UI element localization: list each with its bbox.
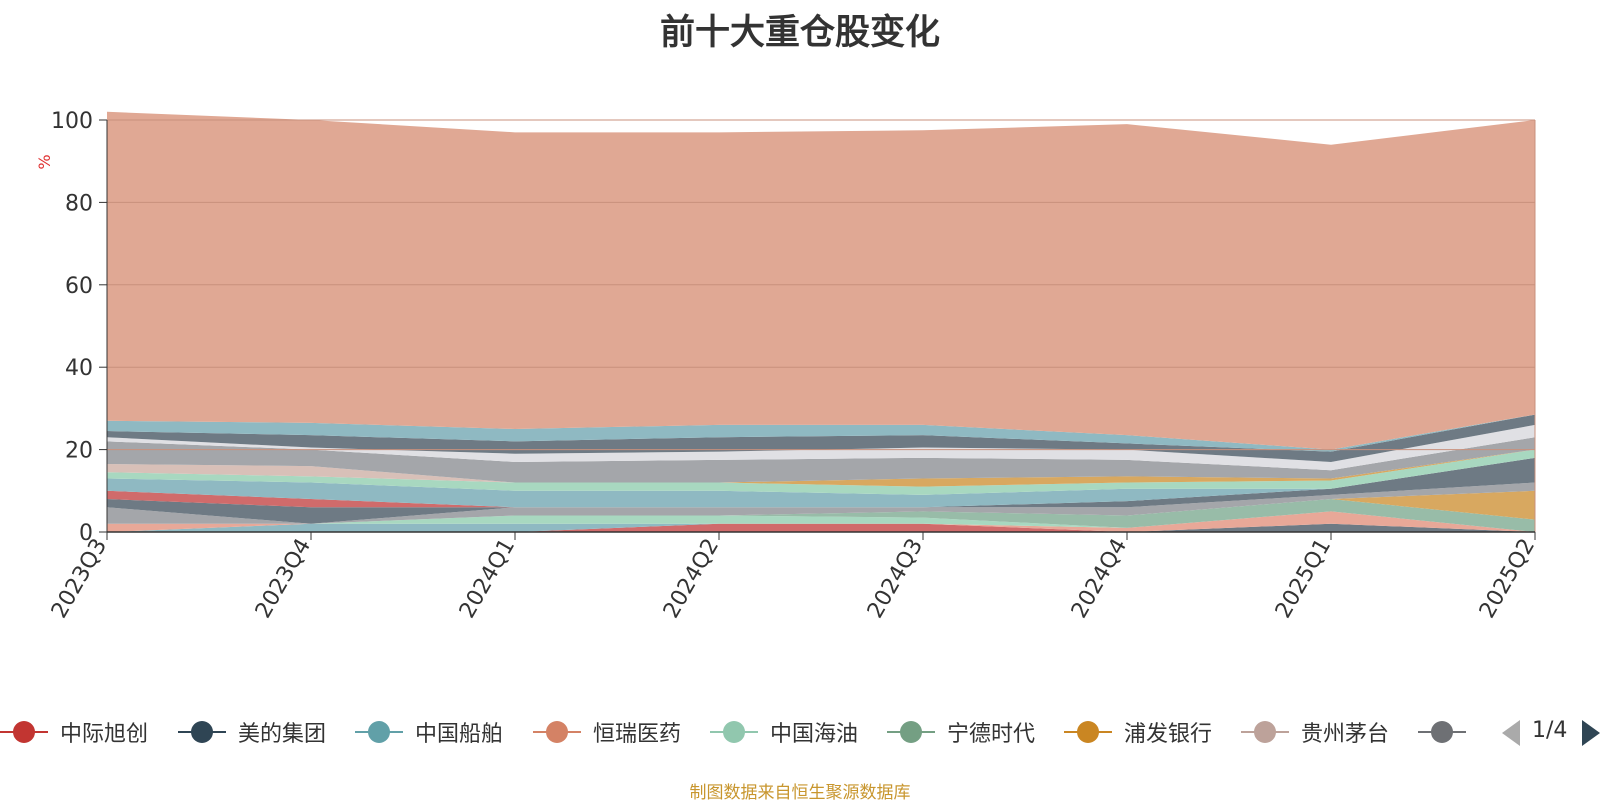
legend-marker-icon <box>1064 712 1112 752</box>
legend-item-2[interactable]: 中国船舶 <box>355 712 503 752</box>
area-series-3 <box>107 511 1535 532</box>
area-series-15 <box>107 437 1535 483</box>
legend-marker-icon <box>178 712 226 752</box>
legend-next-page-icon[interactable] <box>1582 720 1600 746</box>
areas-layer <box>107 111 1535 532</box>
legend-marker-icon <box>1241 712 1289 752</box>
legend-marker-icon <box>355 712 403 752</box>
area-series-2 <box>107 523 1535 532</box>
area-series-19 <box>107 111 1535 450</box>
legend-items: 中际旭创 美的集团 中国船舶 恒瑞医药 中国海油 宁德时代 浦发银行 贵州茅台 士 <box>0 712 1470 752</box>
y-axis-label: % <box>35 154 54 169</box>
x-tick-label-7: 2025Q2 <box>1475 535 1540 623</box>
legend-item-8[interactable]: 士 <box>1418 712 1470 752</box>
legend-marker-icon <box>0 712 48 752</box>
y-tick-label-5: 100 <box>51 109 93 134</box>
legend-label: 美的集团 <box>238 722 327 747</box>
x-tick-label-4: 2024Q3 <box>863 535 928 623</box>
legend-item-5[interactable]: 宁德时代 <box>887 712 1035 752</box>
legend-label: 浦发银行 <box>1124 722 1213 747</box>
area-series-8 <box>107 482 1535 524</box>
area-series-18 <box>107 414 1535 452</box>
area-series-5 <box>107 499 1535 532</box>
area-series-11 <box>107 457 1535 508</box>
y-tick-label-0: 0 <box>79 521 93 546</box>
area-series-10 <box>107 457 1535 508</box>
legend-label: 中国船舶 <box>415 722 504 747</box>
grid-layer <box>107 119 1536 532</box>
source-note: 制图数据来自恒生聚源数据库 <box>689 783 911 803</box>
chart-title: 前十大重仓股变化 <box>659 13 940 53</box>
area-series-12 <box>107 449 1535 495</box>
x-tick-label-2: 2024Q1 <box>455 535 520 623</box>
legend-item-7[interactable]: 贵州茅台 <box>1241 712 1389 752</box>
area-series-17 <box>107 414 1535 462</box>
legend-page-indicator: 1/4 <box>1532 718 1568 743</box>
legend: 中际旭创 美的集团 中国船舶 恒瑞医药 中国海油 宁德时代 浦发银行 贵州茅台 士 1/4 <box>0 712 1600 752</box>
legend-label: 中际旭创 <box>60 722 149 747</box>
chart-plot: 0 20 40 60 80 100 2023Q3 2023Q4 2024Q1 2024Q2 2024… <box>35 109 1540 623</box>
legend-marker-icon <box>1418 712 1466 752</box>
legend-marker-icon <box>710 712 758 752</box>
legend-item-1[interactable]: 美的集团 <box>178 712 326 752</box>
x-tick-label-3: 2024Q2 <box>659 535 724 623</box>
y-tick-label-2: 40 <box>65 356 93 381</box>
legend-item-0[interactable]: 中际旭创 <box>0 712 148 752</box>
area-series-16 <box>107 424 1535 471</box>
legend-item-6[interactable]: 浦发银行 <box>1064 712 1212 752</box>
x-tick-label-6: 2025Q1 <box>1271 535 1336 623</box>
legend-item-4[interactable]: 中国海油 <box>710 712 858 752</box>
legend-marker-icon <box>533 712 581 752</box>
x-tick-label-5: 2024Q4 <box>1067 535 1132 623</box>
x-tick-label-0: 2023Q3 <box>47 535 112 623</box>
area-series-13 <box>107 449 1535 487</box>
y-tick-label-1: 20 <box>65 439 93 464</box>
y-tick-label-3: 60 <box>65 274 93 299</box>
x-tick-label-1: 2023Q4 <box>251 535 316 623</box>
legend-prev-page-icon[interactable] <box>1502 720 1520 746</box>
area-series-0 <box>107 523 1535 532</box>
y-tick-label-4: 80 <box>65 191 93 216</box>
area-series-4 <box>107 511 1535 532</box>
legend-label: 中国海油 <box>770 722 859 747</box>
legend-label: 恒瑞医药 <box>593 722 682 747</box>
legend-label: 贵州茅台 <box>1301 722 1390 747</box>
legend-label: 宁德时代 <box>947 722 1036 747</box>
legend-item-3[interactable]: 恒瑞医药 <box>533 712 681 752</box>
legend-marker-icon <box>887 712 935 752</box>
